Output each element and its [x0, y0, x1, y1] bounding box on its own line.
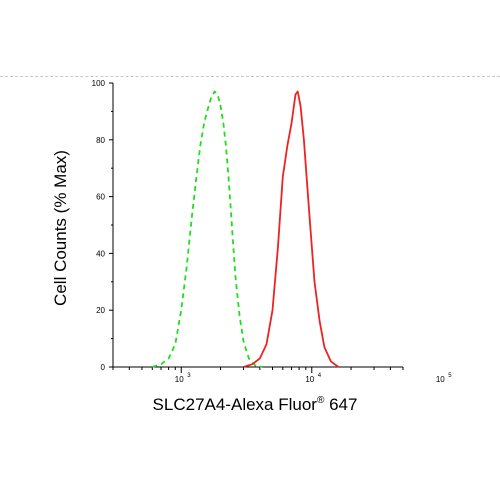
x-axis-label-superscript: ® [317, 395, 325, 406]
y-tick-label: 0 [101, 363, 106, 372]
axes [112, 83, 403, 368]
x-tick-exponent: 3 [187, 373, 191, 379]
y-axis-label: Cell Counts (% Max) [51, 150, 70, 306]
x-tick-exponent: 4 [318, 373, 322, 379]
series-group [152, 90, 339, 368]
x-tick-label: 10 [305, 375, 314, 384]
x-tick-label: 10 [175, 375, 184, 384]
x-tick-exponent: 5 [448, 373, 452, 379]
isotype-control-curve [152, 90, 263, 368]
y-tick-label: 100 [92, 79, 106, 88]
y-tick-label: 20 [96, 306, 105, 315]
x-axis-label-suffix: 647 [324, 395, 357, 414]
x-axis-label: SLC27A4-Alexa Fluor® 647 [153, 395, 358, 414]
x-axis-ticks: 10 3 10 4 10 5 [112, 367, 452, 384]
y-tick-label: 40 [96, 249, 105, 258]
y-tick-label: 60 [96, 193, 105, 202]
sample-curve [243, 90, 339, 368]
y-axis-ticks: 0 20 40 60 80 100 [92, 79, 113, 372]
x-tick-label: 10 [436, 375, 445, 384]
x-axis-label-main: SLC27A4-Alexa Fluor [153, 395, 318, 414]
top-divider [0, 76, 500, 77]
y-tick-label: 80 [96, 136, 105, 145]
